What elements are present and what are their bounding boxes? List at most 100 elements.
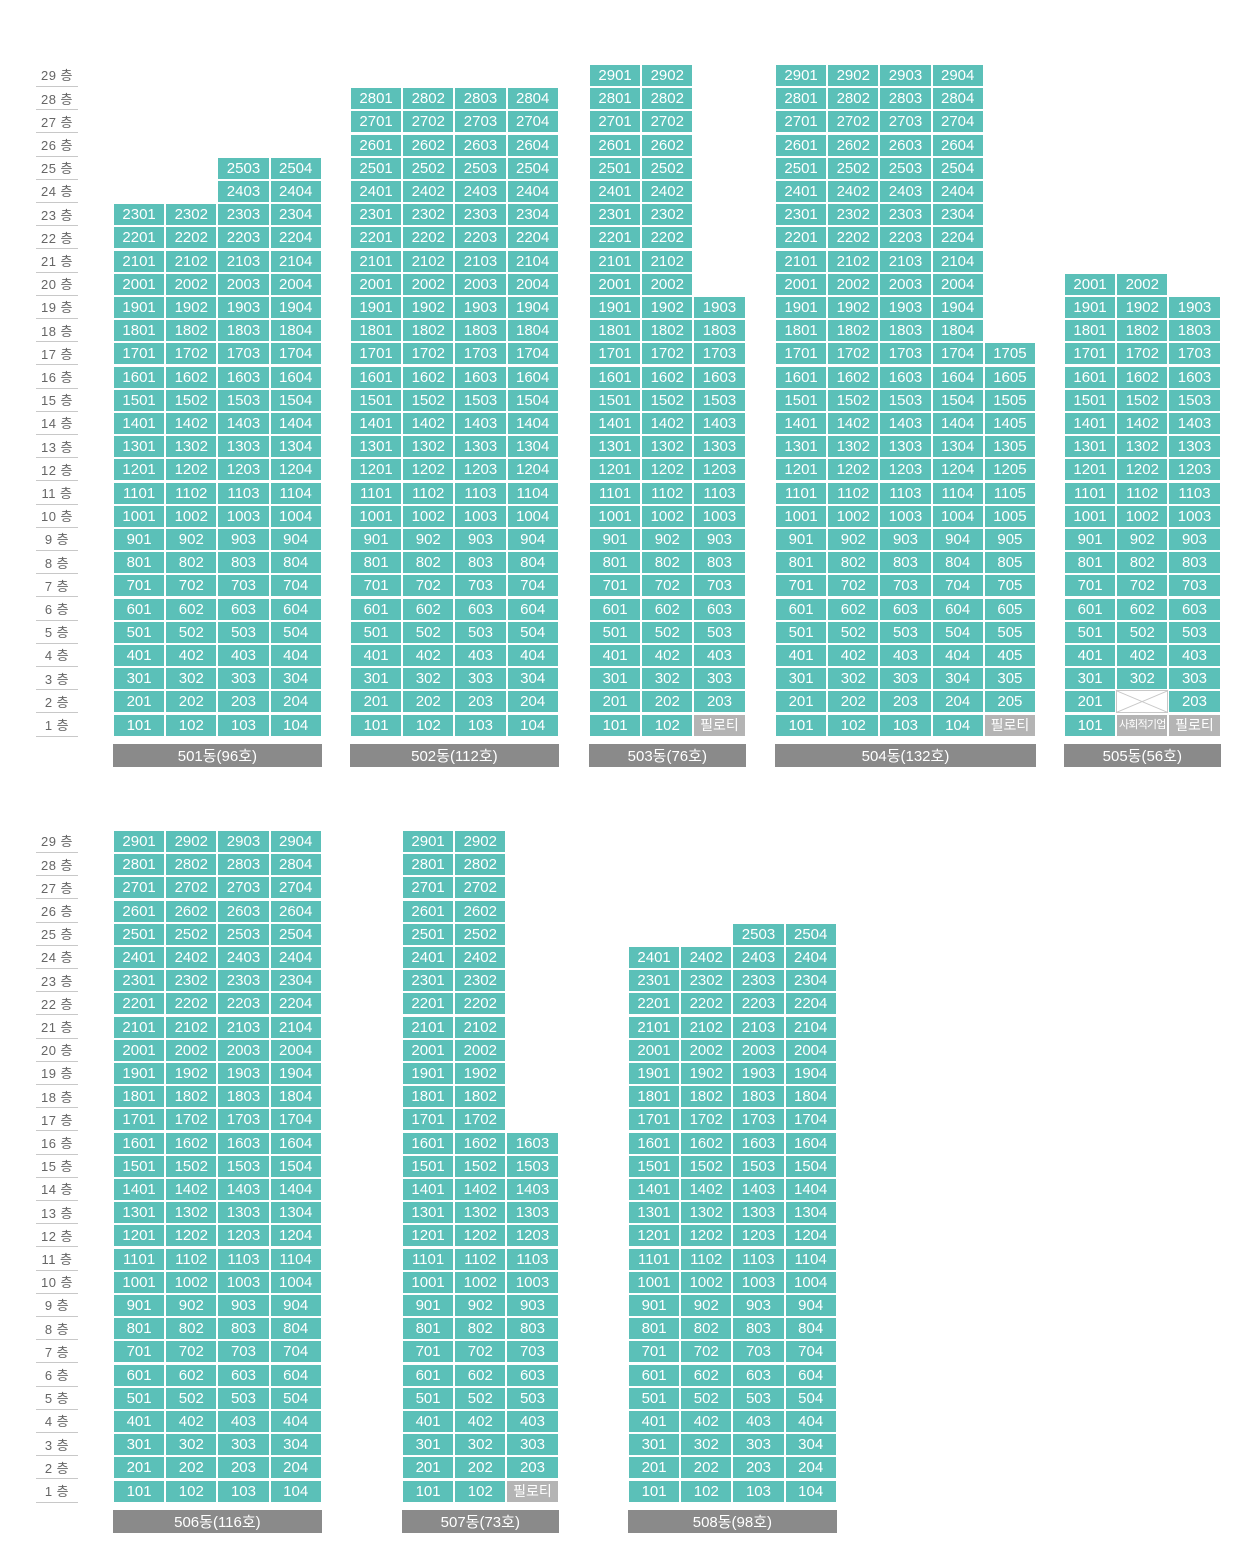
unit-cell[interactable]: 901 (1064, 527, 1117, 552)
unit-cell[interactable]: 201 (775, 690, 828, 714)
unit-cell[interactable]: 1702 (827, 342, 880, 366)
unit-cell[interactable]: 1701 (1064, 342, 1117, 366)
unit-cell[interactable]: 1701 (113, 1108, 166, 1132)
unit-cell[interactable]: 1101 (350, 481, 403, 505)
unit-cell[interactable]: 704 (931, 574, 984, 598)
unit-cell[interactable]: 2204 (269, 992, 322, 1016)
unit-cell[interactable]: 104 (269, 713, 322, 737)
unit-cell[interactable]: 1504 (506, 388, 559, 412)
unit-cell[interactable]: 2504 (931, 156, 984, 180)
unit-cell[interactable]: 2201 (775, 226, 828, 250)
unit-cell[interactable]: 1903 (217, 295, 270, 320)
unit-cell[interactable]: 302 (165, 1433, 218, 1457)
unit-cell[interactable]: 905 (983, 527, 1036, 552)
unit-cell[interactable]: 1001 (350, 504, 403, 528)
unit-cell[interactable]: 2204 (784, 992, 837, 1016)
unit-cell[interactable]: 2102 (641, 249, 694, 273)
unit-cell[interactable]: 1802 (402, 319, 455, 343)
unit-cell[interactable]: 1502 (827, 388, 880, 412)
unit-cell[interactable]: 1602 (1116, 365, 1169, 389)
unit-cell[interactable]: 1002 (165, 504, 218, 528)
unit-cell[interactable]: 2601 (589, 133, 642, 157)
unit-cell[interactable]: 2301 (628, 969, 681, 993)
unit-cell[interactable]: 503 (217, 620, 270, 644)
unit-cell[interactable]: 2304 (269, 203, 322, 227)
unit-cell[interactable]: 1403 (693, 411, 746, 436)
unit-cell[interactable]: 904 (931, 527, 984, 552)
unit-cell[interactable]: 903 (217, 1293, 270, 1318)
unit-cell[interactable]: 701 (589, 574, 642, 598)
unit-cell[interactable]: 2104 (269, 1015, 322, 1039)
unit-cell[interactable]: 602 (402, 597, 455, 621)
unit-cell[interactable]: 1901 (1064, 295, 1117, 320)
unit-cell[interactable]: 301 (113, 667, 166, 691)
unit-cell[interactable]: 1201 (350, 458, 403, 482)
unit-cell[interactable]: 1604 (931, 365, 984, 389)
unit-cell[interactable]: 1102 (641, 481, 694, 505)
unit-cell[interactable]: 2201 (350, 226, 403, 250)
unit-cell[interactable]: 501 (589, 620, 642, 644)
unit-cell[interactable]: 1902 (402, 295, 455, 320)
unit-cell[interactable]: 2303 (217, 969, 270, 993)
unit-cell[interactable]: 2503 (732, 922, 785, 946)
unit-cell[interactable]: 2303 (217, 203, 270, 227)
unit-cell[interactable]: 501 (113, 1386, 166, 1410)
unit-cell[interactable]: 1302 (165, 1201, 218, 1225)
unit-cell[interactable]: 104 (931, 713, 984, 737)
unit-cell[interactable]: 1502 (402, 388, 455, 412)
unit-cell[interactable]: 1304 (784, 1201, 837, 1225)
unit-cell[interactable]: 804 (269, 551, 322, 575)
unit-cell[interactable]: 2303 (732, 969, 785, 993)
unit-cell[interactable]: 1801 (113, 1085, 166, 1109)
unit-cell[interactable]: 403 (732, 1409, 785, 1434)
unit-cell[interactable]: 504 (269, 620, 322, 644)
unit-cell[interactable]: 1204 (269, 1224, 322, 1248)
unit-cell[interactable]: 1704 (931, 342, 984, 366)
unit-cell[interactable]: 2804 (931, 87, 984, 111)
unit-cell[interactable]: 203 (506, 1456, 559, 1480)
unit-cell[interactable]: 2503 (217, 922, 270, 946)
unit-cell[interactable]: 2002 (165, 272, 218, 296)
unit-cell[interactable]: 601 (113, 1363, 166, 1387)
unit-cell[interactable]: 2102 (402, 249, 455, 273)
unit-cell[interactable]: 203 (1168, 690, 1221, 714)
unit-cell[interactable]: 2301 (589, 203, 642, 227)
unit-cell[interactable]: 2601 (113, 899, 166, 923)
unit-cell[interactable]: 903 (879, 527, 932, 552)
unit-cell[interactable]: 2502 (827, 156, 880, 180)
unit-cell[interactable]: 1501 (350, 388, 403, 412)
unit-cell[interactable]: 701 (628, 1340, 681, 1364)
unit-cell[interactable]: 1503 (879, 388, 932, 412)
unit-cell[interactable]: 1601 (350, 365, 403, 389)
unit-cell[interactable]: 1603 (732, 1131, 785, 1155)
unit-cell[interactable]: 2703 (217, 876, 270, 900)
unit-cell[interactable]: 2301 (350, 203, 403, 227)
unit-cell[interactable]: 1902 (454, 1061, 507, 1086)
unit-cell[interactable]: 2202 (165, 226, 218, 250)
unit-cell[interactable]: 203 (879, 690, 932, 714)
unit-cell[interactable]: 2402 (165, 945, 218, 970)
unit-cell[interactable]: 304 (269, 667, 322, 691)
unit-cell[interactable]: 2204 (506, 226, 559, 250)
unit-cell[interactable]: 2003 (879, 272, 932, 296)
unit-cell[interactable]: 1804 (506, 319, 559, 343)
unit-cell[interactable]: 1602 (165, 365, 218, 389)
unit-cell[interactable]: 1904 (506, 295, 559, 320)
unit-cell[interactable]: 801 (350, 551, 403, 575)
unit-cell[interactable]: 2004 (269, 1038, 322, 1062)
unit-cell[interactable]: 1301 (402, 1201, 455, 1225)
unit-cell[interactable]: 1605 (983, 365, 1036, 389)
unit-cell[interactable]: 1303 (732, 1201, 785, 1225)
unit-cell[interactable]: 404 (784, 1409, 837, 1434)
unit-cell[interactable]: 1105 (983, 481, 1036, 505)
unit-cell[interactable]: 204 (506, 690, 559, 714)
unit-cell[interactable]: 402 (680, 1409, 733, 1434)
unit-cell[interactable]: 2002 (680, 1038, 733, 1062)
unit-cell[interactable]: 1001 (113, 504, 166, 528)
unit-cell[interactable]: 704 (269, 574, 322, 598)
unit-cell[interactable]: 701 (1064, 574, 1117, 598)
unit-cell[interactable]: 1401 (350, 411, 403, 436)
unit-cell[interactable]: 104 (784, 1479, 837, 1503)
unit-cell[interactable]: 602 (454, 1363, 507, 1387)
unit-cell[interactable]: 2304 (784, 969, 837, 993)
